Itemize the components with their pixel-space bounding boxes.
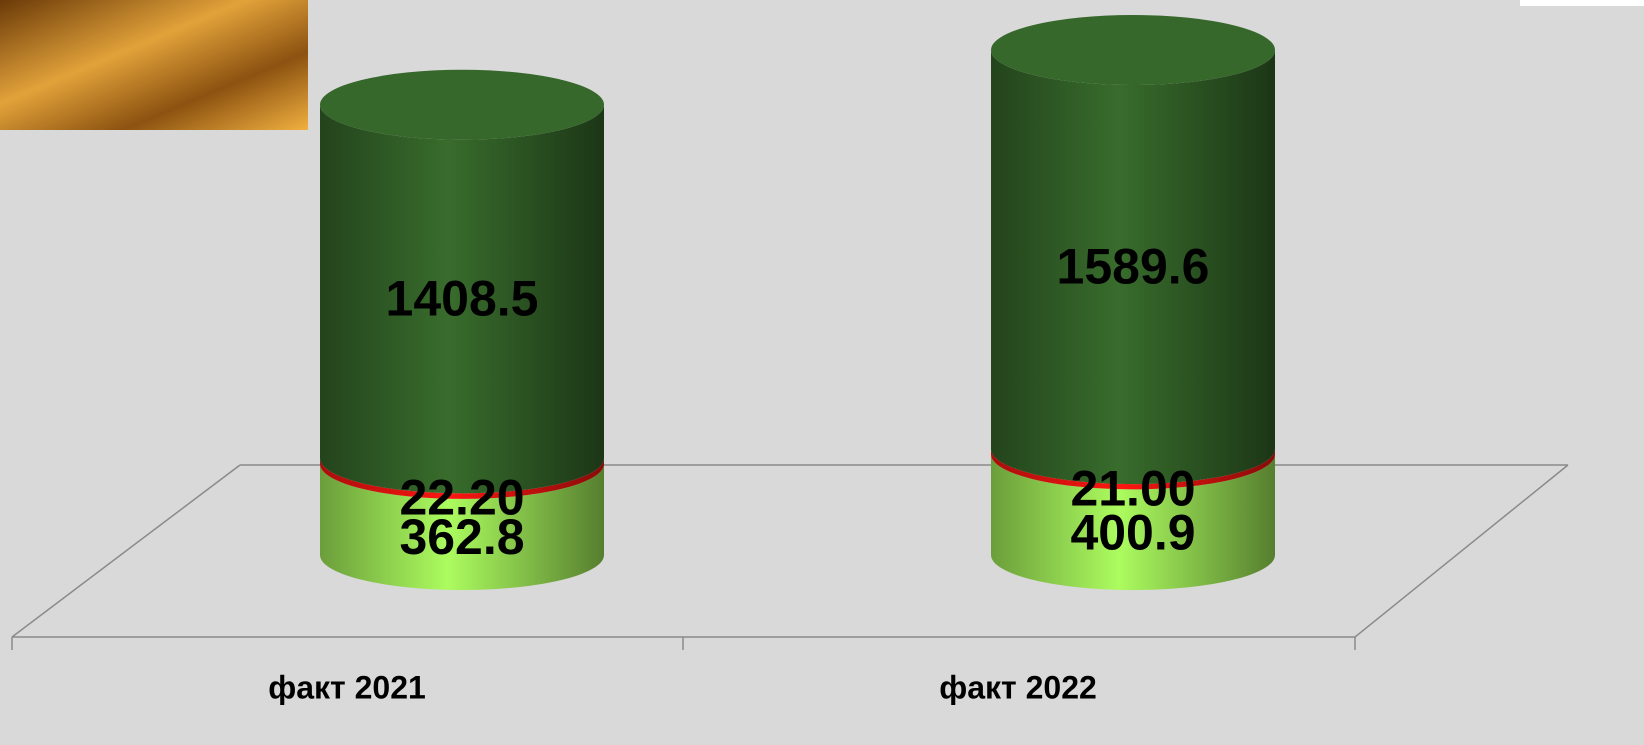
data-label: 1589.6 xyxy=(1057,239,1210,295)
cylinder-segment xyxy=(320,458,604,499)
data-label: 21.00 xyxy=(1070,460,1195,516)
cylinder-segment xyxy=(991,50,1275,485)
cylinder-segment xyxy=(320,104,604,494)
x-tick-label: факт 2022 xyxy=(939,669,1097,705)
floor-lines xyxy=(11,464,1569,650)
x-tick-label: факт 2021 xyxy=(268,669,426,705)
data-label: 400.9 xyxy=(1070,504,1195,560)
data-label: 1408.5 xyxy=(386,271,539,327)
cylinder-segment xyxy=(991,454,1275,590)
floor xyxy=(11,464,1569,650)
cylinder-top xyxy=(991,15,1275,85)
cylinder-segment xyxy=(320,463,604,590)
cylinder-top xyxy=(320,69,604,140)
data-label: 22.20 xyxy=(399,470,524,526)
corner-box xyxy=(1520,0,1644,6)
data-label: 362.8 xyxy=(399,509,524,565)
gold-image xyxy=(0,0,308,130)
